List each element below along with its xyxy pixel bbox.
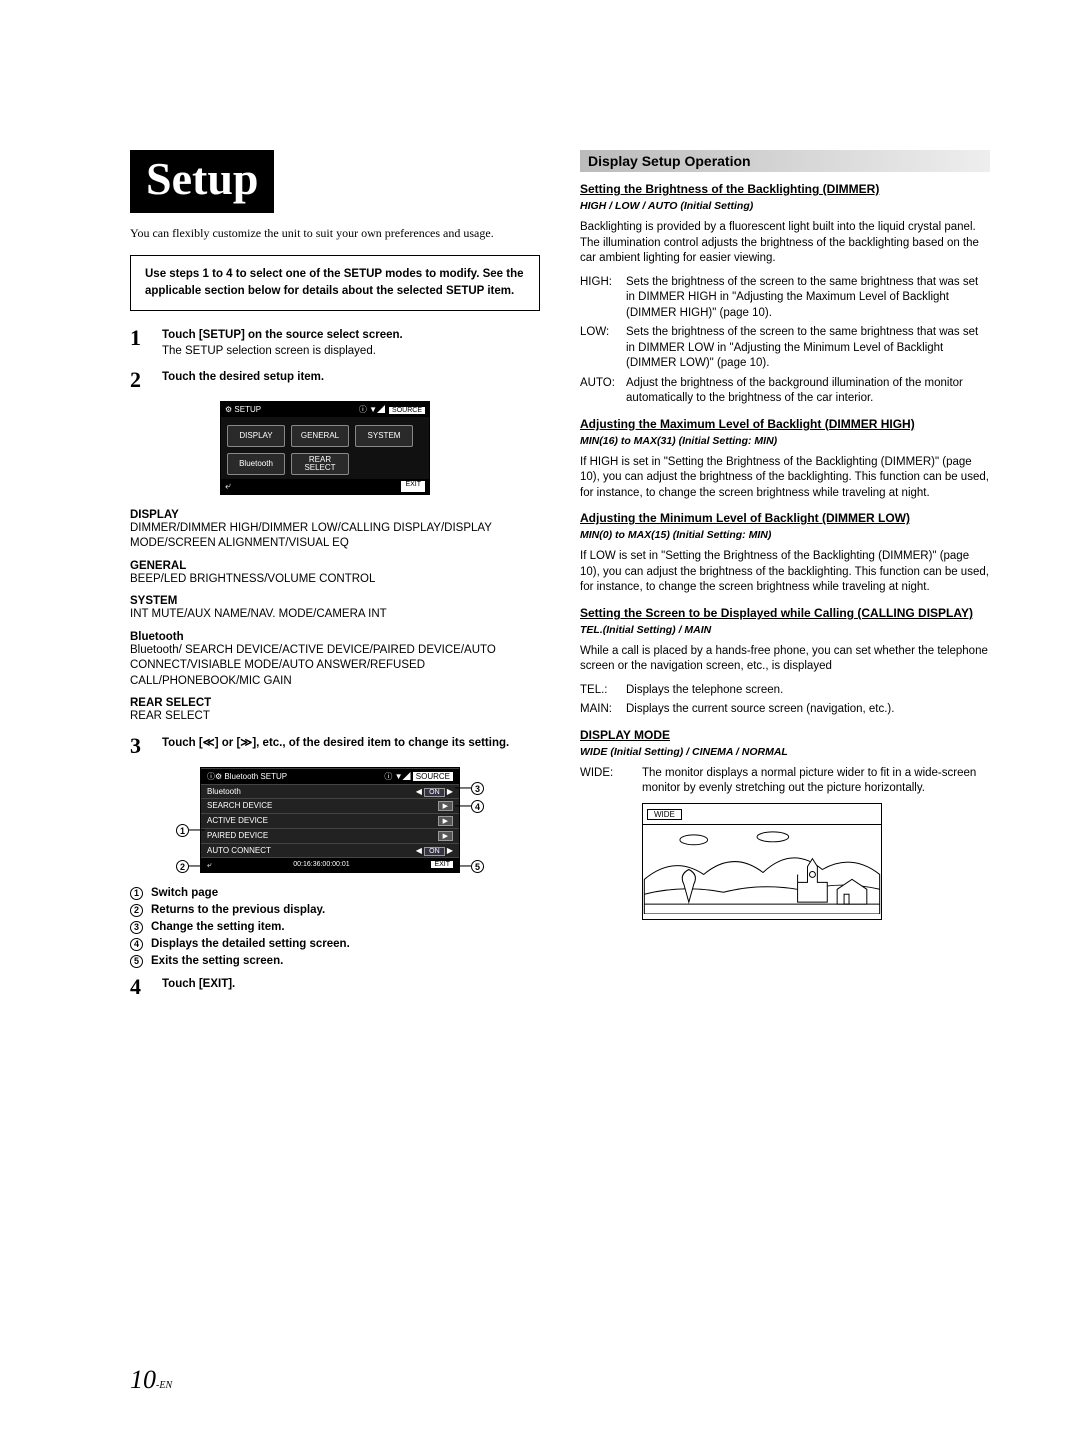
system-category: SYSTEM INT MUTE/AUX NAME/NAV. MODE/CAMER…: [130, 595, 540, 623]
framed-note: Use steps 1 to 4 to select one of the SE…: [130, 255, 540, 310]
general-category: GENERAL BEEP/LED BRIGHTNESS/VOLUME CONTR…: [130, 560, 540, 588]
left-column: Setup You can flexibly customize the uni…: [130, 150, 540, 1008]
back-icon: ⤶: [225, 481, 231, 492]
dimmer-low-heading: Adjusting the Minimum Level of Backlight…: [580, 511, 990, 525]
fig2-row: ACTIVE DEVICE▶: [201, 813, 459, 828]
dimmer-heading: Setting the Brightness of the Backlighti…: [580, 182, 990, 196]
calling-display-options: TEL.(Initial Setting) / MAIN: [580, 624, 990, 636]
dimmer-high-range: MIN(16) to MAX(31) (Initial Setting: MIN…: [580, 435, 990, 447]
right-column: Display Setup Operation Setting the Brig…: [580, 150, 990, 1008]
callout-4: Displays the detailed setting screen.: [151, 938, 350, 950]
display-tile: DISPLAY: [227, 425, 285, 447]
calling-definitions: TEL.:Displays the telephone screen. MAIN…: [580, 683, 990, 718]
step-3-bold: Touch [≪] or [≫], etc., of the desired i…: [162, 737, 509, 749]
dimmer-definitions: HIGH:Sets the brightness of the screen t…: [580, 275, 990, 407]
step-2: 2 Touch the desired setup item.: [130, 369, 540, 391]
wide-mode-figure: WIDE: [642, 803, 882, 920]
callout-2: Returns to the previous display.: [151, 904, 325, 916]
dimmer-low-para: If LOW is set in "Setting the Brightness…: [580, 549, 990, 596]
step-1-plain: The SETUP selection screen is displayed.: [162, 345, 376, 357]
step-number: 1: [130, 327, 148, 359]
intro-text: You can flexibly customize the unit to s…: [130, 225, 540, 241]
page-title: Setup: [130, 150, 274, 213]
display-category: DISPLAY DIMMER/DIMMER HIGH/DIMMER LOW/CA…: [130, 509, 540, 552]
callout-list: 1Switch page 2Returns to the previous di…: [130, 887, 540, 968]
callout-5-marker: —5: [455, 857, 484, 875]
landscape-scene-icon: [643, 824, 881, 914]
section-header: Display Setup Operation: [580, 150, 990, 172]
step-2-bold: Touch the desired setup item.: [162, 371, 324, 383]
page-number: 10-EN: [130, 1365, 172, 1395]
step-3: 3 Touch [≪] or [≫], etc., of the desired…: [130, 735, 540, 757]
fig2-row: PAIRED DEVICE▶: [201, 828, 459, 843]
source-button: SOURCE: [389, 407, 425, 414]
step-4-bold: Touch [EXIT].: [162, 978, 235, 990]
bluetooth-tile: Bluetooth: [227, 453, 285, 475]
step-1: 1 Touch [SETUP] on the source select scr…: [130, 327, 540, 359]
display-mode-heading: DISPLAY MODE: [580, 728, 990, 742]
calling-display-para: While a call is placed by a hands-free p…: [580, 644, 990, 675]
exit-button: EXIT: [401, 481, 425, 492]
fig1-title: ⚙ SETUP: [225, 405, 261, 414]
wide-label: WIDE: [647, 809, 682, 820]
step-1-bold: Touch [SETUP] on the source select scree…: [162, 329, 403, 341]
rear-select-tile: REAR SELECT: [291, 453, 349, 475]
dimmer-low-range: MIN(0) to MAX(15) (Initial Setting: MIN): [580, 529, 990, 541]
step-4: 4 Touch [EXIT].: [130, 976, 540, 998]
callout-2-marker: 2—: [176, 857, 205, 875]
fig2-header: ⓘ⚙ Bluetooth SETUP ⓘ ▼◢ SOURCE: [201, 768, 459, 784]
callout-1: Switch page: [151, 887, 218, 899]
fig2-footer: ⤶ 00:16:36:00:00:01 EXIT: [201, 857, 459, 872]
calling-display-heading: Setting the Screen to be Displayed while…: [580, 606, 990, 620]
fig2-row: SEARCH DEVICE▶: [201, 798, 459, 813]
bluetooth-setup-figure: ⓘ⚙ Bluetooth SETUP ⓘ ▼◢ SOURCE Bluetooth…: [200, 767, 460, 873]
dimmer-high-para: If HIGH is set in "Setting the Brightnes…: [580, 455, 990, 502]
step-number: 2: [130, 369, 148, 391]
general-tile: GENERAL: [291, 425, 349, 447]
rear-select-category: REAR SELECT REAR SELECT: [130, 697, 540, 725]
bluetooth-category: Bluetooth Bluetooth/ SEARCH DEVICE/ACTIV…: [130, 631, 540, 690]
fig2-row: Bluetooth◀ ON ▶: [201, 784, 459, 798]
fig1-body: DISPLAY GENERAL SYSTEM Bluetooth REAR SE…: [221, 417, 429, 479]
system-tile: SYSTEM: [355, 425, 413, 447]
step-number: 4: [130, 976, 148, 998]
fig2-row: AUTO CONNECT◀ ON ▶: [201, 843, 459, 857]
callout-5: Exits the setting screen.: [151, 955, 283, 967]
display-mode-definitions: WIDE:The monitor displays a normal pictu…: [580, 766, 990, 797]
dimmer-high-heading: Adjusting the Maximum Level of Backlight…: [580, 417, 990, 431]
callout-1-marker: 1—: [176, 821, 205, 839]
display-mode-options: WIDE (Initial Setting) / CINEMA / NORMAL: [580, 746, 990, 758]
dimmer-para: Backlighting is provided by a fluorescen…: [580, 220, 990, 267]
step-number: 3: [130, 735, 148, 757]
callout-3-marker: —3: [455, 779, 484, 797]
callout-4-marker: —4: [455, 797, 484, 815]
setup-screen-figure: ⚙ SETUP ⓘ ▼◢SOURCE DISPLAY GENERAL SYSTE…: [220, 401, 430, 495]
dimmer-options: HIGH / LOW / AUTO (Initial Setting): [580, 200, 990, 212]
callout-3: Change the setting item.: [151, 921, 285, 933]
